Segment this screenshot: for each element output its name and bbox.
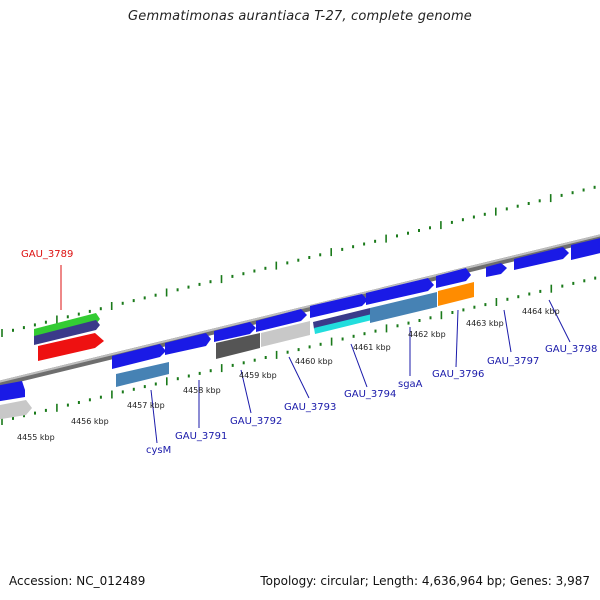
scale-label: 4457 kbp [127,401,165,410]
gene-cds[interactable] [436,268,471,288]
gene-cds[interactable] [0,400,32,420]
scale-label: 4459 kbp [239,371,277,380]
accession-text: Accession: NC_012489 [9,574,146,588]
gene-label[interactable]: GAU_3796 [432,369,484,380]
gene-cds[interactable] [366,278,434,305]
gene-label[interactable]: GAU_3792 [230,416,282,427]
gene-label[interactable]: GAU_3797 [487,356,539,367]
gene-cds[interactable] [112,344,166,369]
gene-cds[interactable] [571,237,600,260]
scale-label: 4460 kbp [295,357,333,366]
scale-label: 4463 kbp [466,319,504,328]
gene-label[interactable]: GAU_3798 [545,344,597,355]
gene-cds[interactable] [514,247,569,270]
scale-label: 4455 kbp [17,433,55,442]
upper-tick-line [1,185,596,337]
scale-label: 4462 kbp [408,330,446,339]
gene-label[interactable]: GAU_3793 [284,402,336,413]
scale-label: 4456 kbp [71,417,109,426]
gene-orange[interactable] [438,282,474,306]
scale-label: 4464 kbp [522,307,560,316]
gene-cds[interactable] [310,294,368,318]
gene-label[interactable]: sgaA [398,379,423,390]
gene-red[interactable] [38,333,104,361]
gene-label[interactable]: GAU_3794 [344,389,396,400]
gene-cyan[interactable] [314,314,372,334]
gene-label[interactable]: GAU_3789 [21,249,73,260]
gene-navy[interactable] [313,308,372,329]
scale-label: 4458 kbp [183,386,221,395]
gene-cds[interactable] [256,309,307,332]
gene-navy[interactable] [34,320,100,345]
gene-dark-gray[interactable] [216,333,260,359]
lower-tick-line [1,276,597,425]
gene-cds[interactable] [214,322,256,342]
gene-steel[interactable] [116,362,169,387]
gene-cds[interactable] [0,381,25,402]
gene-cds[interactable] [486,263,507,277]
gene-label[interactable]: GAU_3791 [175,431,227,442]
gene-label[interactable]: cysM [146,445,171,456]
gene-light-gray[interactable] [261,321,310,347]
gene-steel[interactable] [370,292,437,323]
label-leaders [60,265,571,444]
scale-label: 4461 kbp [353,343,391,352]
topology-summary: Topology: circular; Length: 4,636,964 bp… [260,574,590,588]
gene-cds[interactable] [165,333,211,355]
map-title: Gemmatimonas aurantiaca T-27, complete g… [127,9,473,24]
